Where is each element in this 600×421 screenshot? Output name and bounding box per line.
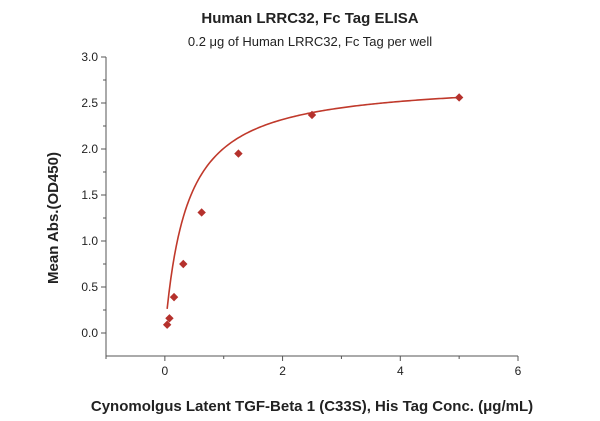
x-tick-label: 4 — [397, 364, 404, 378]
fit-curve — [166, 96, 460, 309]
y-tick-label: 2.0 — [81, 142, 98, 156]
data-point — [169, 292, 179, 302]
y-tick-label: 1.0 — [81, 234, 98, 248]
data-point — [165, 314, 174, 323]
data-point — [197, 208, 206, 217]
y-tick-label: 2.5 — [81, 96, 98, 110]
x-tick-label: 0 — [162, 364, 169, 378]
data-point — [307, 110, 317, 120]
data-point — [162, 320, 172, 329]
y-tick-label: 0.5 — [81, 280, 98, 294]
y-tick-label: 0.0 — [81, 326, 98, 340]
data-point — [454, 93, 464, 102]
data-point — [234, 149, 243, 158]
x-tick-label: 2 — [279, 364, 286, 378]
plot-area: 0.0 0.5 1.0 1.5 2.0 2.5 3.0 0 2 4 6 — [81, 50, 521, 378]
data-point — [179, 259, 188, 269]
y-tick-label: 1.5 — [81, 188, 98, 202]
y-tick-label: 3.0 — [81, 50, 98, 64]
chart-title: Human LRRC32, Fc Tag ELISA — [201, 10, 418, 27]
chart-subtitle: 0.2 μg of Human LRRC32, Fc Tag per well — [188, 34, 432, 49]
x-tick-label: 6 — [515, 364, 522, 378]
y-axis-label: Mean Abs.(OD450) — [45, 152, 62, 284]
x-axis-label: Cynomolgus Latent TGF-Beta 1 (C33S), His… — [91, 398, 533, 415]
